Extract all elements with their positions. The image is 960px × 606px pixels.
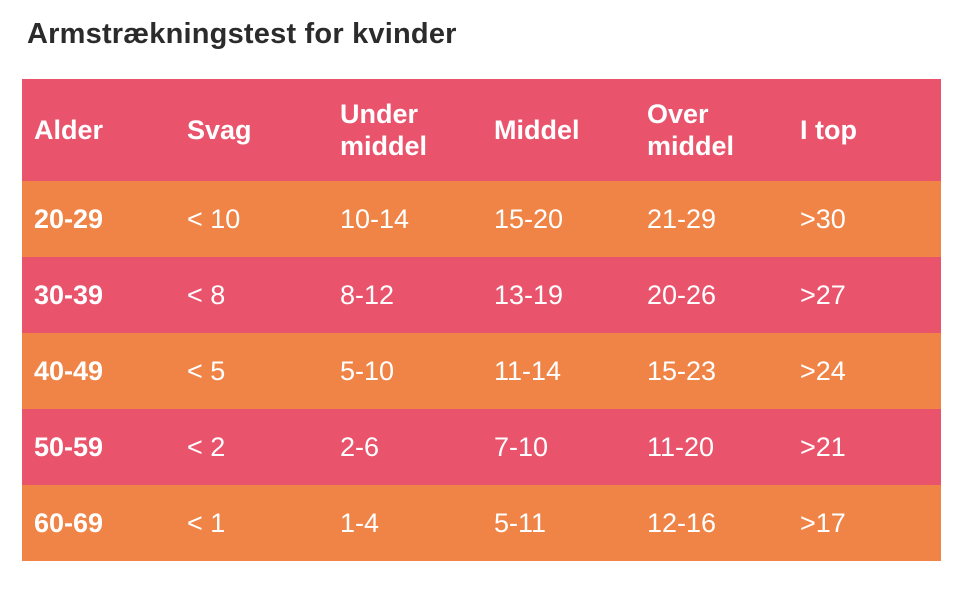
cell-svag: < 2 xyxy=(187,432,226,462)
cell-i-top: >24 xyxy=(800,356,846,386)
cell-under-middel: 1-4 xyxy=(340,508,380,538)
cell-under-middel: 8-12 xyxy=(340,280,395,310)
cell-over-middel: 11-20 xyxy=(647,432,715,462)
cell-svag: < 10 xyxy=(187,204,241,234)
cell-over-middel: 12-16 xyxy=(647,508,717,538)
cell-age: 40-49 xyxy=(34,356,104,386)
cell-svag: < 8 xyxy=(187,280,226,310)
cell-i-top: >17 xyxy=(800,508,846,538)
cell-middel: 11-14 xyxy=(494,356,562,386)
cell-over-middel: 21-29 xyxy=(647,204,717,234)
header-under-middel-line-2: middel xyxy=(340,131,428,161)
header-under-middel-line-1: Under xyxy=(340,99,419,129)
page-title: Armstrækningstest for kvinder xyxy=(27,18,457,50)
cell-under-middel: 2-6 xyxy=(340,432,380,462)
cell-svag: < 1 xyxy=(187,508,226,538)
cell-over-middel: 20-26 xyxy=(647,280,717,310)
header-over-middel-line-2: middel xyxy=(647,131,735,161)
header-alder: Alder xyxy=(34,115,104,145)
cell-i-top: >30 xyxy=(800,204,846,234)
cell-middel: 7-10 xyxy=(494,432,549,462)
header-over-middel: Over middel xyxy=(635,98,788,162)
cell-middel: 5-11 xyxy=(494,508,547,538)
header-svag: Svag xyxy=(187,115,252,145)
cell-age: 20-29 xyxy=(34,204,104,234)
cell-middel: 15-20 xyxy=(494,204,564,234)
table-row: 60-69 < 1 1-4 5-11 12-16 >17 xyxy=(22,485,941,561)
cell-age: 50-59 xyxy=(34,432,104,462)
table-row: 50-59 < 2 2-6 7-10 11-20 >21 xyxy=(22,409,941,485)
cell-i-top: >21 xyxy=(800,432,846,462)
cell-i-top: >27 xyxy=(800,280,846,310)
table-row: 40-49 < 5 5-10 11-14 15-23 >24 xyxy=(22,333,941,409)
table-row: 20-29 < 10 10-14 15-20 21-29 >30 xyxy=(22,181,941,257)
table-header-row: Alder Svag Under middel Middel Over midd… xyxy=(22,79,941,181)
cell-age: 30-39 xyxy=(34,280,104,310)
cell-under-middel: 10-14 xyxy=(340,204,410,234)
cell-over-middel: 15-23 xyxy=(647,356,717,386)
cell-age: 60-69 xyxy=(34,508,104,538)
cell-under-middel: 5-10 xyxy=(340,356,395,386)
header-middel: Middel xyxy=(494,115,580,145)
table-row: 30-39 < 8 8-12 13-19 20-26 >27 xyxy=(22,257,941,333)
header-under-middel: Under middel xyxy=(328,98,482,162)
pushup-test-table: Alder Svag Under middel Middel Over midd… xyxy=(22,79,941,561)
header-i-top: I top xyxy=(800,115,857,145)
cell-svag: < 5 xyxy=(187,356,226,386)
header-over-middel-line-1: Over xyxy=(647,99,709,129)
cell-middel: 13-19 xyxy=(494,280,564,310)
